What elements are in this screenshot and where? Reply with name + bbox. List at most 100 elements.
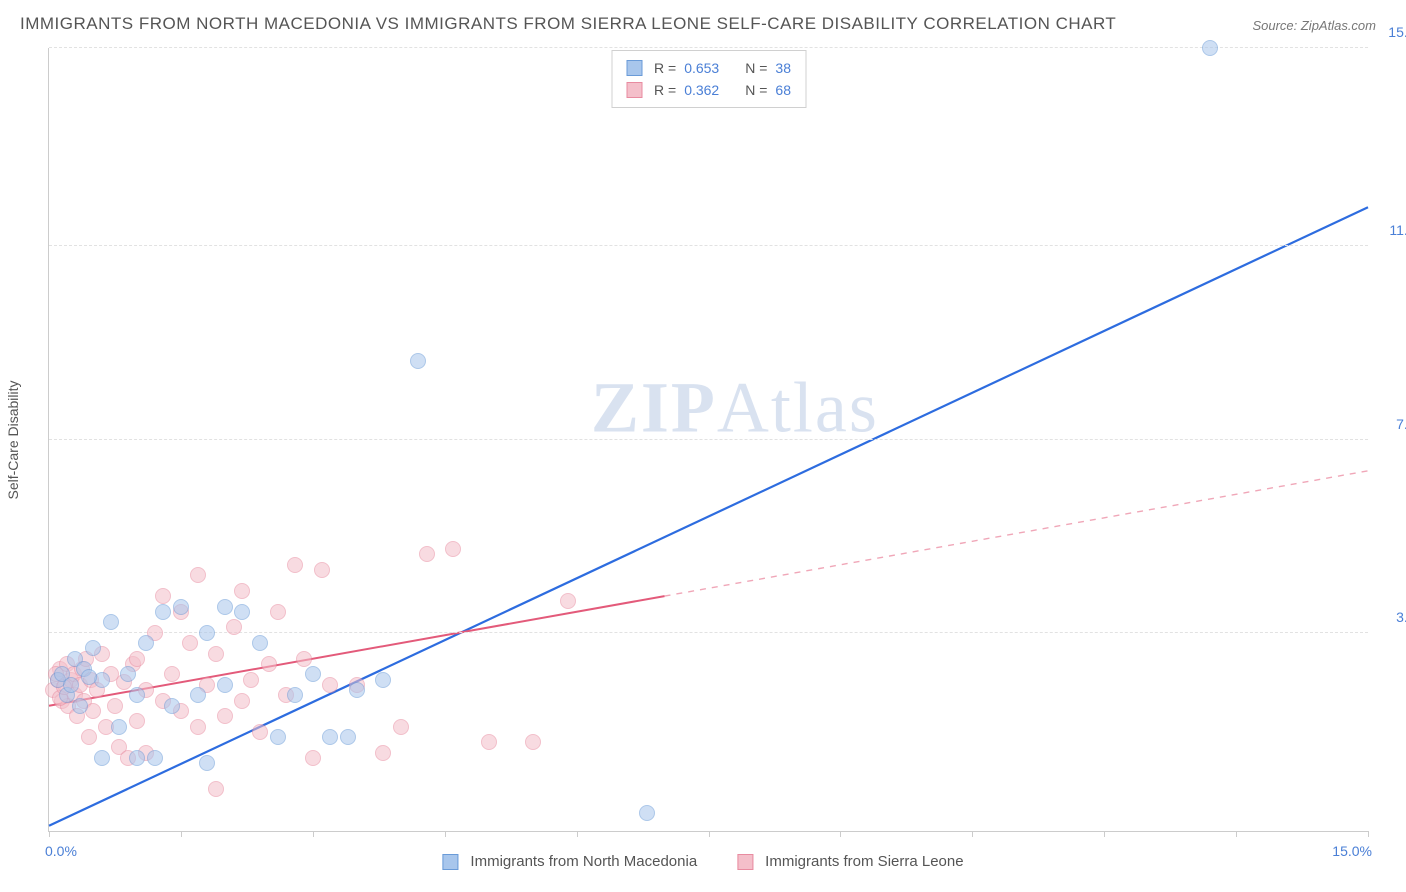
data-point — [243, 672, 259, 688]
data-point — [182, 635, 198, 651]
x-tick — [577, 831, 578, 837]
data-point — [129, 713, 145, 729]
bottom-legend: Immigrants from North Macedonia Immigran… — [442, 853, 963, 870]
data-point — [305, 750, 321, 766]
data-point — [270, 604, 286, 620]
r-value: 0.653 — [684, 57, 719, 79]
n-label: N = — [745, 57, 767, 79]
data-point — [287, 687, 303, 703]
x-axis-min-label: 0.0% — [45, 843, 77, 859]
data-point — [560, 593, 576, 609]
x-tick — [313, 831, 314, 837]
x-tick — [445, 831, 446, 837]
legend-swatch-icon — [442, 854, 458, 870]
chart-container: IMMIGRANTS FROM NORTH MACEDONIA VS IMMIG… — [0, 0, 1406, 892]
legend-item: Immigrants from Sierra Leone — [737, 853, 963, 870]
data-point — [1202, 40, 1218, 56]
legend-swatch-icon — [737, 854, 753, 870]
data-point — [199, 625, 215, 641]
legend-swatch-icon — [626, 82, 642, 98]
x-tick — [840, 831, 841, 837]
data-point — [217, 599, 233, 615]
data-point — [481, 734, 497, 750]
n-label: N = — [745, 79, 767, 101]
data-point — [252, 724, 268, 740]
data-point — [120, 666, 136, 682]
data-point — [199, 755, 215, 771]
data-point — [107, 698, 123, 714]
data-point — [164, 698, 180, 714]
data-point — [322, 729, 338, 745]
data-point — [111, 719, 127, 735]
data-point — [81, 729, 97, 745]
data-point — [410, 353, 426, 369]
data-point — [252, 635, 268, 651]
data-point — [155, 604, 171, 620]
data-point — [217, 708, 233, 724]
data-point — [63, 677, 79, 693]
x-tick — [1236, 831, 1237, 837]
data-point — [129, 687, 145, 703]
trend-line-dashed — [665, 471, 1368, 596]
y-tick-label: 15.0% — [1378, 24, 1406, 40]
data-point — [234, 604, 250, 620]
r-value: 0.362 — [684, 79, 719, 101]
x-tick — [972, 831, 973, 837]
data-point — [85, 640, 101, 656]
data-point — [296, 651, 312, 667]
legend-label: Immigrants from Sierra Leone — [765, 853, 963, 870]
data-point — [190, 567, 206, 583]
data-point — [639, 805, 655, 821]
data-point — [129, 750, 145, 766]
source-prefix: Source: — [1252, 18, 1300, 33]
data-point — [164, 666, 180, 682]
data-point — [147, 750, 163, 766]
data-point — [445, 541, 461, 557]
chart-source: Source: ZipAtlas.com — [1252, 18, 1376, 33]
stat-legend-row: R = 0.653 N = 38 — [626, 57, 791, 79]
data-point — [270, 729, 286, 745]
data-point — [419, 546, 435, 562]
data-point — [287, 557, 303, 573]
r-label: R = — [654, 57, 676, 79]
data-point — [208, 781, 224, 797]
data-point — [349, 682, 365, 698]
legend-swatch-icon — [626, 60, 642, 76]
trend-lines-layer — [49, 48, 1368, 831]
data-point — [94, 750, 110, 766]
chart-title: IMMIGRANTS FROM NORTH MACEDONIA VS IMMIG… — [20, 14, 1116, 34]
data-point — [81, 669, 97, 685]
data-point — [208, 646, 224, 662]
data-point — [138, 635, 154, 651]
trend-line — [49, 207, 1368, 826]
stat-legend: R = 0.653 N = 38 R = 0.362 N = 68 — [611, 50, 806, 108]
data-point — [234, 583, 250, 599]
data-point — [340, 729, 356, 745]
gridline — [49, 439, 1368, 440]
x-tick — [181, 831, 182, 837]
data-point — [305, 666, 321, 682]
y-tick-label: 11.2% — [1378, 222, 1406, 238]
data-point — [190, 719, 206, 735]
x-tick — [709, 831, 710, 837]
data-point — [155, 588, 171, 604]
data-point — [393, 719, 409, 735]
data-point — [217, 677, 233, 693]
data-point — [322, 677, 338, 693]
stat-legend-row: R = 0.362 N = 68 — [626, 79, 791, 101]
data-point — [190, 687, 206, 703]
data-point — [234, 693, 250, 709]
gridline — [49, 632, 1368, 633]
y-tick-label: 3.8% — [1378, 609, 1406, 625]
data-point — [226, 619, 242, 635]
gridline — [49, 47, 1368, 48]
y-tick-label: 7.5% — [1378, 416, 1406, 432]
data-point — [173, 599, 189, 615]
r-label: R = — [654, 79, 676, 101]
data-point — [129, 651, 145, 667]
n-value: 68 — [775, 79, 791, 101]
data-point — [375, 745, 391, 761]
data-point — [525, 734, 541, 750]
data-point — [261, 656, 277, 672]
x-tick — [1368, 831, 1369, 837]
